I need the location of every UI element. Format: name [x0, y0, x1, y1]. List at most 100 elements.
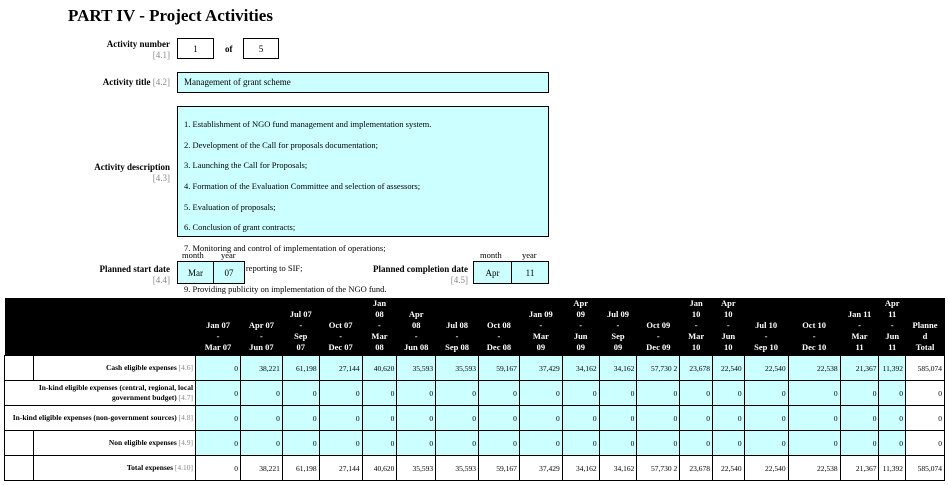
amount-cell[interactable]: 0 [679, 405, 713, 431]
table-body: Cash eligible expenses [4.6] 0 38,221 61,19… [3, 355, 945, 481]
amount-cell[interactable]: 0 [636, 405, 681, 431]
amount-cell[interactable]: 38,221 [240, 355, 283, 381]
amount-cell[interactable]: 0 [281, 430, 320, 456]
amount-cell[interactable]: 0 [743, 405, 789, 431]
row-label-text: Non eligible expenses [108, 438, 177, 447]
amount-cell[interactable]: 0 [679, 380, 713, 406]
row-label: Total expenses [4.10] [32, 455, 197, 481]
amount-cell[interactable]: 0 [636, 430, 681, 456]
row-indent-cell [4, 355, 34, 381]
header-period: Jan 11 - Mar 11 [840, 298, 879, 356]
amount-cell[interactable]: 0 [787, 430, 841, 456]
amount-cell[interactable]: 0 [478, 405, 520, 431]
amount-cell[interactable]: 0 [787, 405, 841, 431]
amount-cell[interactable]: 0 [396, 430, 437, 456]
amount-cell[interactable]: 0 [195, 405, 241, 431]
start-year-field[interactable]: 07 [213, 261, 245, 284]
amount-cell[interactable]: 0 [598, 430, 638, 456]
header-period: Jan 09 - Mar 09 [519, 298, 563, 356]
amount-cell[interactable]: 0 [711, 405, 745, 431]
amount-cell[interactable]: 35,593 [396, 355, 437, 381]
amount-cell[interactable]: 35,593 [435, 355, 480, 381]
amount-cell[interactable]: 0 [318, 405, 363, 431]
amount-cell[interactable]: 11,392 [878, 355, 907, 381]
activity-description-field[interactable]: 1. Establishment of NGO fund management … [177, 106, 549, 294]
amount-cell[interactable]: 0 [435, 405, 480, 431]
amount-cell[interactable]: 0 [478, 380, 520, 406]
table-row: Non eligible expenses [4.9] 0 0 0 0 0 0 0 0 0 0 0 0 0… [4, 430, 945, 456]
amount-cell[interactable]: 0 [679, 430, 713, 456]
amount-cell[interactable]: 0 [787, 380, 841, 406]
amount-cell[interactable]: 0 [711, 380, 745, 406]
amount-cell[interactable]: 0 [281, 405, 320, 431]
amount-cell[interactable]: 0 [878, 405, 907, 431]
amount-cell[interactable]: 0 [361, 405, 398, 431]
amount-cell[interactable]: 0 [435, 380, 480, 406]
row-indent-cell [4, 455, 34, 481]
completion-year-field[interactable]: 11 [511, 261, 549, 284]
amount-cell[interactable]: 0 [318, 430, 363, 456]
amount-cell[interactable]: 0 [361, 430, 398, 456]
amount-cell[interactable]: 0 [839, 380, 880, 406]
amount-cell[interactable]: 0 [361, 380, 398, 406]
table-row: Cash eligible expenses [4.6] 0 38,221 61,19… [4, 355, 945, 381]
amount-cell[interactable]: 0 [598, 405, 638, 431]
amount-cell[interactable]: 0 [195, 430, 241, 456]
activity-number-field[interactable]: 1 [177, 38, 214, 59]
expenses-table: Jan 07 - Mar 07 Apr 07 - Jun 07 Jul 07 - S… [3, 298, 945, 481]
amount-cell[interactable]: 0 [561, 380, 600, 406]
amount-cell[interactable]: 0 [195, 355, 241, 381]
amount-cell[interactable]: 23,678 [679, 355, 713, 381]
row-label-text: Cash eligible expenses [105, 363, 177, 372]
description-line: 9. Providing publicity on implementation… [184, 284, 387, 295]
amount-cell[interactable]: 0 [240, 380, 283, 406]
amount-cell[interactable]: 34,162 [598, 355, 638, 381]
amount-cell[interactable]: 61,198 [281, 355, 320, 381]
completion-month-header: month [480, 250, 502, 260]
planned-total-cell: 585,074 [905, 355, 945, 381]
amount-cell[interactable]: 0 [561, 405, 600, 431]
amount-cell[interactable]: 40,620 [361, 355, 398, 381]
amount-cell[interactable]: 0 [396, 405, 437, 431]
amount-cell[interactable]: 59,167 [478, 355, 520, 381]
start-month-field[interactable]: Mar [177, 261, 214, 284]
amount-cell[interactable]: 0 [240, 430, 283, 456]
description-line: 1. Establishment of NGO fund management … [184, 119, 432, 130]
amount-cell[interactable]: 0 [518, 405, 563, 431]
amount-cell[interactable]: 0 [318, 380, 363, 406]
amount-cell[interactable]: 0 [878, 380, 907, 406]
amount-cell[interactable]: 57,730 2 [636, 355, 681, 381]
amount-cell[interactable]: 0 [435, 430, 480, 456]
amount-cell[interactable]: 22,540 [743, 355, 789, 381]
amount-cell[interactable]: 0 [281, 380, 320, 406]
amount-cell[interactable]: 0 [743, 380, 789, 406]
amount-cell[interactable]: 0 [240, 405, 283, 431]
planned-total-cell: 0 [905, 430, 945, 456]
amount-cell[interactable]: 0 [518, 380, 563, 406]
amount-cell[interactable]: 0 [636, 380, 681, 406]
amount-cell[interactable]: 27,144 [318, 355, 363, 381]
amount-cell[interactable]: 0 [743, 430, 789, 456]
amount-cell[interactable]: 37,429 [518, 355, 563, 381]
amount-cell[interactable]: 0 [195, 380, 241, 406]
amount-cell[interactable]: 0 [598, 380, 638, 406]
amount-cell[interactable]: 0 [878, 430, 907, 456]
activity-title-field[interactable]: Management of grant scheme [177, 72, 549, 93]
amount-cell[interactable]: 0 [518, 430, 563, 456]
amount-cell[interactable]: 0 [561, 430, 600, 456]
amount-cell[interactable]: 22,538 [787, 355, 841, 381]
planned-total-cell: 585,074 [905, 455, 945, 481]
amount-cell: 59,167 [478, 455, 520, 481]
amount-cell[interactable]: 0 [839, 405, 880, 431]
amount-cell[interactable]: 0 [839, 430, 880, 456]
amount-cell[interactable]: 0 [478, 430, 520, 456]
amount-cell: 0 [195, 455, 241, 481]
activity-total-field[interactable]: 5 [243, 38, 279, 59]
amount-cell[interactable]: 0 [396, 380, 437, 406]
amount-cell[interactable]: 21,367 [839, 355, 880, 381]
completion-month-field[interactable]: Apr [473, 261, 512, 284]
amount-cell[interactable]: 34,162 [561, 355, 600, 381]
header-period: Oct 09 - Dec 09 [636, 298, 680, 356]
amount-cell[interactable]: 0 [711, 430, 745, 456]
amount-cell[interactable]: 22,540 [711, 355, 745, 381]
